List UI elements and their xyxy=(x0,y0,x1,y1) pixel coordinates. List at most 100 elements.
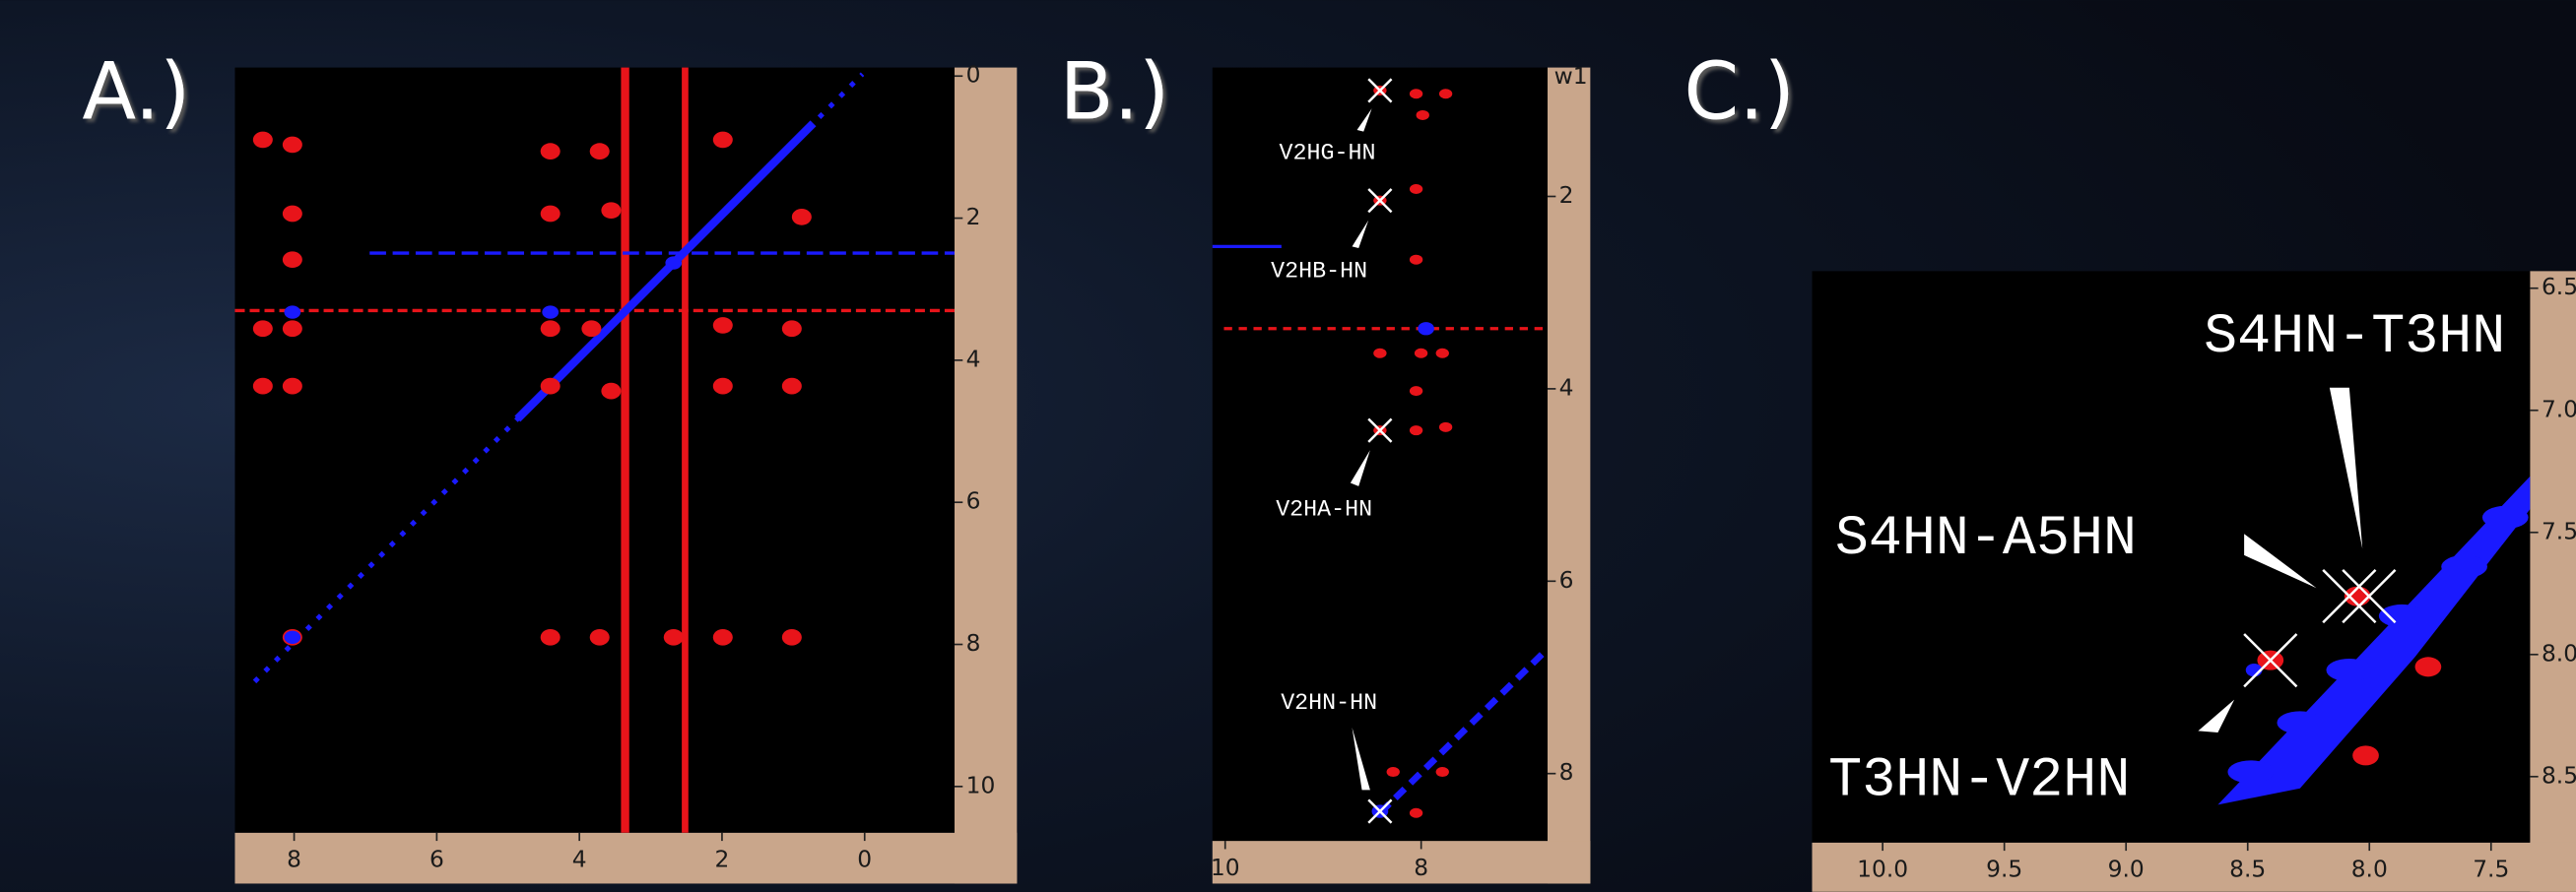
noise-stripe xyxy=(682,67,689,833)
peak xyxy=(663,628,684,646)
plot-area xyxy=(234,67,955,833)
plot-area xyxy=(1812,271,2531,843)
peak xyxy=(2378,604,2425,628)
y-tick-label: 8 xyxy=(966,629,981,657)
peak xyxy=(282,377,302,395)
peak xyxy=(540,320,561,338)
peak-marker xyxy=(1367,798,1393,824)
pointer xyxy=(2198,699,2235,733)
y-tick-label: 4 xyxy=(1559,373,1574,401)
peak xyxy=(284,630,301,644)
diagonal xyxy=(514,120,817,422)
peak-annotation: V2HG-HN xyxy=(1280,141,1376,166)
peak xyxy=(1416,109,1429,120)
peak xyxy=(2227,760,2275,784)
peak-marker xyxy=(2322,569,2377,624)
peak xyxy=(2352,745,2379,766)
peak xyxy=(1409,89,1423,99)
axis-strip xyxy=(1812,842,2576,892)
peak xyxy=(781,320,802,338)
y-tick-label: 8.0 xyxy=(2542,639,2576,667)
peak xyxy=(252,320,273,338)
peak xyxy=(1414,348,1428,358)
x-tick-label: 8.5 xyxy=(2229,856,2266,883)
peak xyxy=(1438,89,1453,99)
axis-strip xyxy=(2530,271,2576,892)
axis-strip xyxy=(954,67,1018,884)
peak xyxy=(712,131,733,149)
spectra: 8 6 4 2 0 0 2 4 6 8 10 10 8 2 4 6 8 10.0 9.5 9.0 8.5 8.0 7.5 6.… xyxy=(234,61,2576,892)
peak xyxy=(712,377,733,395)
y-tick-label: 4 xyxy=(966,345,981,372)
y-tick-label: 6 xyxy=(966,487,981,515)
peak xyxy=(540,377,561,395)
peak xyxy=(2277,711,2324,734)
spectrum-panel: 10 8 2 4 6 8 xyxy=(1211,67,1591,884)
x-tick-label: 8 xyxy=(1414,854,1428,881)
y-tick-label: 0 xyxy=(966,61,981,89)
peak xyxy=(1386,767,1400,778)
pointer xyxy=(2329,387,2363,549)
peak xyxy=(589,628,610,646)
x-tick-label: 9.0 xyxy=(2108,856,2145,883)
peak-annotation: V2HB-HN xyxy=(1271,260,1367,286)
peak xyxy=(791,209,812,225)
peak-marker xyxy=(1367,188,1393,214)
spectrum-panel: 10.0 9.5 9.0 8.5 8.0 7.5 6.5 7.0 7.5 8.0 8.5 xyxy=(1812,271,2576,892)
axis-label: w1 xyxy=(1554,62,1588,90)
diagonal xyxy=(1377,646,1551,816)
peak-marker xyxy=(2342,569,2397,624)
peak-annotation: T3HN-V2HN xyxy=(1828,749,2130,812)
pointer xyxy=(1350,450,1370,486)
panel-label: C.) xyxy=(1684,45,1795,137)
peak-annotation: S4HN-T3HN xyxy=(2204,306,2505,369)
peak xyxy=(540,628,561,646)
peak xyxy=(581,320,602,338)
peak-marker xyxy=(1367,78,1393,103)
peak xyxy=(712,628,733,646)
y-tick-label: 2 xyxy=(1559,181,1574,209)
peak xyxy=(781,377,802,395)
peak xyxy=(542,305,560,319)
axis-strip xyxy=(234,832,1018,884)
peak xyxy=(601,202,622,220)
peak xyxy=(252,131,273,149)
peak xyxy=(2326,658,2373,682)
x-tick-label: 9.5 xyxy=(1986,856,2022,883)
peak xyxy=(601,382,622,400)
axis-strip xyxy=(1212,841,1591,884)
spectrum-panel: 8 6 4 2 0 0 2 4 6 8 10 xyxy=(234,61,1018,884)
noise-stripe xyxy=(621,67,629,833)
peak xyxy=(712,317,733,334)
y-tick-label: 6.5 xyxy=(2542,273,2576,300)
peak xyxy=(589,143,610,159)
peak xyxy=(781,628,802,646)
x-tick-label: 2 xyxy=(715,846,730,873)
panel-label: B.) xyxy=(1060,45,1170,137)
peak xyxy=(1409,183,1423,195)
peak-annotation: V2HA-HN xyxy=(1276,497,1372,523)
y-tick-label: 2 xyxy=(966,203,981,230)
peak xyxy=(2414,657,2442,677)
peak-annotation: V2HN-HN xyxy=(1281,691,1377,717)
peak xyxy=(2481,505,2529,530)
x-tick-label: 4 xyxy=(572,846,587,873)
x-tick-label: 0 xyxy=(857,846,872,873)
peak xyxy=(665,256,683,270)
panel-label: A.) xyxy=(82,45,190,137)
peak xyxy=(540,143,561,159)
peak xyxy=(284,305,301,319)
peak xyxy=(540,205,561,223)
x-tick-label: 8.0 xyxy=(2351,856,2388,883)
peak xyxy=(1409,386,1423,397)
peak xyxy=(282,320,302,338)
peak xyxy=(1409,425,1423,436)
peak-marker xyxy=(2243,633,2298,688)
x-tick-label: 7.5 xyxy=(2473,856,2509,883)
peak xyxy=(282,251,302,269)
x-tick-label: 10.0 xyxy=(1857,856,1908,883)
y-tick-label: 7.0 xyxy=(2542,395,2576,422)
pointer xyxy=(1352,220,1369,249)
